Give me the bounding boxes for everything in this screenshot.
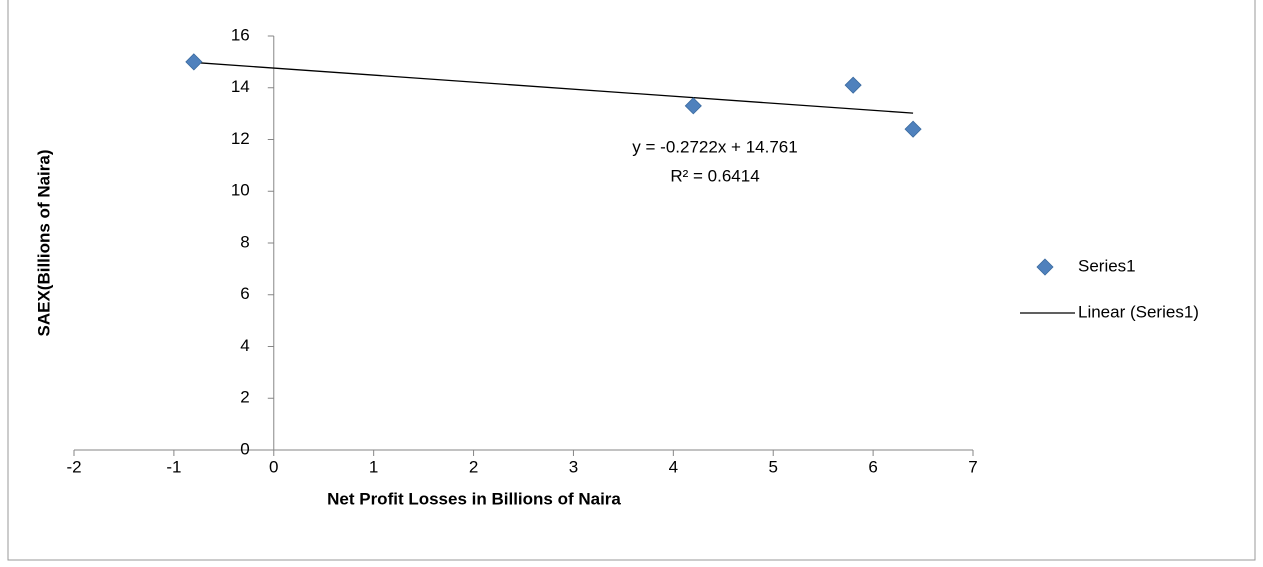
y-axis-title: SAEX(Billions of Naira) xyxy=(34,149,53,336)
x-tick-label: 0 xyxy=(269,457,278,476)
y-tick-label: 6 xyxy=(240,284,249,303)
x-axis-title: Net Profit Losses in Billions of Naira xyxy=(327,489,621,508)
legend-label: Linear (Series1) xyxy=(1078,302,1199,321)
y-tick-label: 16 xyxy=(231,25,250,44)
trendline-equation: y = -0.2722x + 14.761 xyxy=(632,137,797,156)
trendline-r2: R² = 0.6414 xyxy=(670,166,759,185)
y-tick-label: 2 xyxy=(240,388,249,407)
y-tick-label: 0 xyxy=(240,439,249,458)
legend-label: Series1 xyxy=(1078,256,1136,275)
x-tick-label: -2 xyxy=(66,457,81,476)
y-tick-label: 14 xyxy=(231,77,250,96)
chart-frame xyxy=(7,0,1256,561)
x-tick-label: 5 xyxy=(768,457,777,476)
trendline xyxy=(193,61,914,114)
x-tick-label: -1 xyxy=(166,457,181,476)
y-tick-label: 12 xyxy=(231,129,250,148)
point xyxy=(904,120,922,138)
point xyxy=(684,97,702,115)
y-tick-label: 8 xyxy=(240,232,249,251)
x-tick-label: 1 xyxy=(369,457,378,476)
x-tick-label: 4 xyxy=(669,457,678,476)
point xyxy=(844,76,862,94)
y-tick-label: 4 xyxy=(240,336,249,355)
x-tick-label: 3 xyxy=(569,457,578,476)
x-tick-label: 7 xyxy=(968,457,977,476)
x-tick-label: 6 xyxy=(868,457,877,476)
point xyxy=(185,53,203,71)
x-tick-label: 2 xyxy=(469,457,478,476)
legend-marker xyxy=(1036,258,1054,276)
y-tick-label: 10 xyxy=(231,181,250,200)
